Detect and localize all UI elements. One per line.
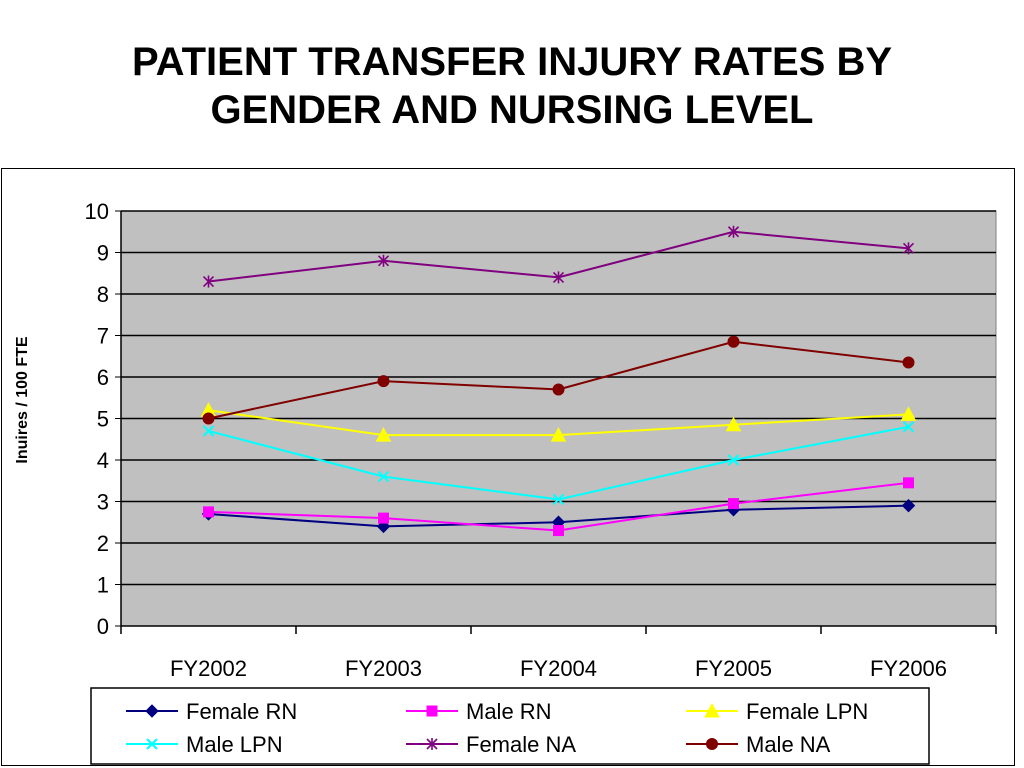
data-point	[902, 356, 915, 369]
data-point	[552, 383, 565, 396]
legend-label: Male NA	[746, 732, 831, 757]
legend-entry: Female NA	[406, 732, 576, 757]
legend-entry: Male LPN	[126, 732, 283, 757]
legend-label: Female RN	[186, 699, 297, 724]
y-tick-label: 7	[97, 324, 109, 349]
data-point	[900, 406, 917, 421]
x-marker-stroke	[146, 738, 158, 750]
data-point	[727, 335, 740, 348]
x-tick-label: FY2002	[170, 656, 247, 681]
legend-marker	[145, 704, 159, 718]
series-lines	[200, 225, 917, 537]
data-point	[728, 498, 739, 510]
y-axis-label: Inuires / 100 FTE	[14, 336, 31, 463]
data-point	[553, 525, 564, 537]
data-point	[202, 275, 215, 288]
data-point	[901, 498, 916, 513]
axes: 0 1 2 3 4 5 6 7 8 9 10 FY2002 FY2003 FY2004 FY2005 FY20…	[85, 199, 997, 681]
x-tick-label: FY2004	[520, 656, 597, 681]
x-marker-stroke	[377, 470, 390, 483]
data-point	[203, 506, 214, 518]
series-male-na	[202, 335, 915, 425]
data-point	[903, 477, 914, 489]
legend-label: Male LPN	[186, 732, 283, 757]
title-line-1: PATIENT TRANSFER INJURY RATES BY	[131, 40, 893, 84]
data-point	[378, 512, 389, 524]
legend-entry: Female RN	[126, 699, 297, 724]
series-male-rn	[203, 477, 914, 537]
legend-label: Male RN	[466, 699, 552, 724]
data-point	[377, 375, 390, 388]
legend-marker	[426, 738, 438, 750]
data-point	[202, 425, 215, 437]
legend-marker	[704, 702, 720, 718]
x-tick-label: FY2006	[870, 656, 947, 681]
legend-label: Female NA	[466, 732, 576, 757]
legend	[90, 687, 930, 765]
legend-entry: Female LPN	[686, 699, 868, 724]
legend-marker	[426, 705, 438, 717]
y-tick-label: 1	[97, 573, 109, 598]
x-marker-stroke	[202, 425, 215, 437]
y-tick-label: 2	[97, 531, 109, 556]
y-tick-label: 5	[97, 407, 109, 432]
data-point	[902, 242, 915, 255]
y-tick-label: 10	[85, 199, 109, 224]
legend-entry: Male RN	[406, 699, 552, 724]
data-point	[552, 493, 565, 506]
legend-marker	[706, 738, 718, 750]
data-point	[552, 271, 565, 284]
title-line-2: GENDER AND NURSING LEVEL	[210, 88, 814, 132]
x-tick-label: FY2005	[695, 656, 772, 681]
data-point	[727, 225, 740, 238]
x-tick-label: FY2003	[345, 656, 422, 681]
legend-marker	[146, 738, 158, 750]
legend-label: Female LPN	[746, 699, 868, 724]
y-tick-label: 3	[97, 490, 109, 515]
data-point	[202, 412, 215, 425]
legend-entries: Female RN Male RN Female LPN Male LPN Female…	[126, 699, 868, 757]
data-point	[550, 427, 567, 442]
data-point	[727, 454, 740, 466]
x-marker-stroke	[727, 454, 740, 466]
legend-entry: Male NA	[686, 732, 831, 757]
x-marker-stroke	[552, 493, 565, 506]
series-female-na	[202, 225, 915, 288]
y-tick-label: 6	[97, 365, 109, 390]
y-tick-label: 4	[97, 448, 109, 473]
data-point	[902, 421, 915, 433]
gridlines	[121, 210, 996, 586]
data-point	[725, 416, 742, 432]
data-point	[377, 470, 390, 483]
x-marker-stroke	[902, 421, 915, 433]
slide-title: PATIENT TRANSFER INJURY RATES BY GENDER …	[0, 38, 1024, 134]
y-tick-label: 8	[97, 282, 109, 307]
y-tick-label: 9	[97, 241, 109, 266]
series-male-lpn	[202, 421, 915, 506]
data-point	[377, 254, 390, 267]
data-point	[375, 427, 392, 442]
y-tick-label: 0	[97, 614, 109, 639]
